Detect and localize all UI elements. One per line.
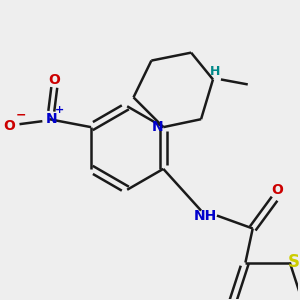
Text: NH: NH (194, 209, 217, 223)
Text: N: N (46, 112, 57, 126)
Text: S: S (288, 253, 300, 271)
Text: O: O (4, 119, 16, 133)
Text: +: + (55, 105, 64, 115)
Text: O: O (48, 73, 60, 87)
Text: O: O (272, 183, 284, 197)
Text: −: − (15, 109, 26, 122)
Text: H: H (210, 64, 220, 77)
Text: N: N (152, 120, 163, 134)
